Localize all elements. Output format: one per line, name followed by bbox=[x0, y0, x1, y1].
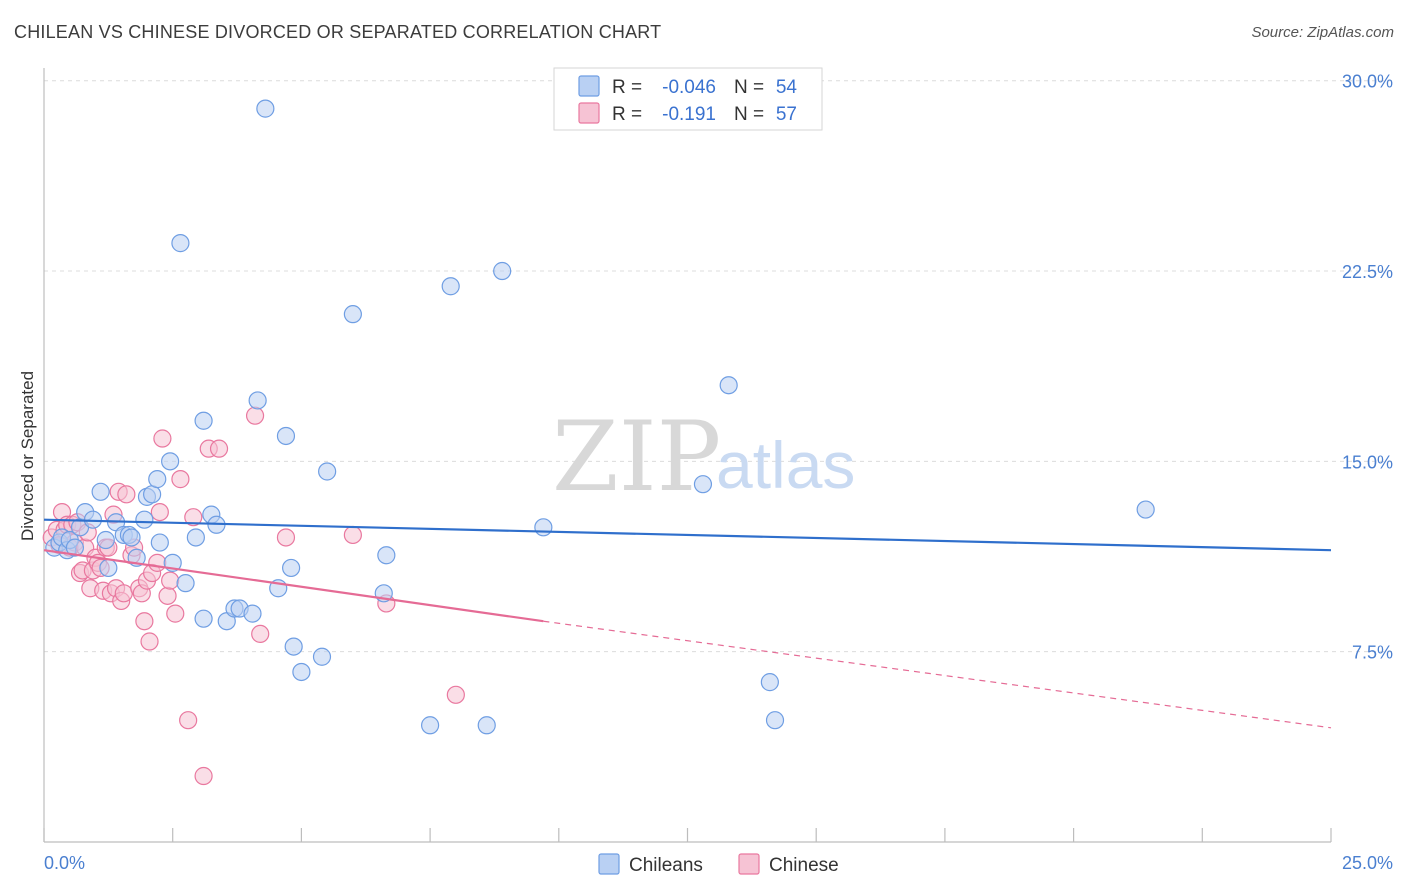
legend-n-value: 54 bbox=[776, 77, 798, 98]
chileans-point bbox=[99, 558, 118, 578]
chart-title: CHILEAN VS CHINESE DIVORCED OR SEPARATED… bbox=[14, 22, 662, 42]
stats-legend: R = -0.046 N = 54 R = -0.191 N = 57 bbox=[553, 67, 823, 131]
watermark-atlas: atlas bbox=[716, 428, 855, 502]
chileans-point bbox=[693, 475, 713, 494]
chinese-point bbox=[179, 711, 198, 730]
series-legend: Chileans Chinese bbox=[598, 853, 839, 876]
chileans-point bbox=[148, 470, 167, 489]
chileans-point bbox=[1136, 500, 1155, 519]
source-label: Source: ZipAtlas.com bbox=[1251, 24, 1394, 41]
legend-n-label: N = bbox=[734, 77, 764, 98]
chileans-point bbox=[284, 637, 303, 656]
chileans-point bbox=[312, 647, 332, 666]
chinese-point bbox=[251, 624, 270, 644]
legend-n-label: N = bbox=[734, 104, 764, 125]
chinese-point bbox=[140, 632, 159, 651]
chileans-point bbox=[760, 673, 779, 692]
y-tick-label: 22.5% bbox=[1342, 262, 1393, 282]
bottom-legend-label-chileans: Chileans bbox=[629, 855, 703, 876]
legend-r-label: R = bbox=[612, 77, 642, 98]
y-tick-label: 7.5% bbox=[1352, 643, 1393, 663]
chileans-point bbox=[534, 518, 553, 537]
chinese-point bbox=[446, 685, 465, 704]
chinese-point bbox=[194, 766, 213, 786]
chinese-point bbox=[171, 470, 190, 489]
chinese-point bbox=[184, 508, 203, 527]
watermark: ZIP atlas bbox=[552, 401, 855, 513]
chileans-point bbox=[194, 411, 213, 430]
watermark-zip: ZIP bbox=[552, 401, 721, 513]
chileans-point bbox=[243, 604, 262, 623]
chileans-point bbox=[421, 716, 440, 735]
legend-swatch-chinese bbox=[578, 102, 600, 124]
chinese-point bbox=[276, 528, 296, 547]
chileans-point bbox=[186, 528, 205, 547]
legend-r-value: -0.046 bbox=[662, 77, 716, 98]
chileans-point bbox=[765, 711, 785, 730]
chinese-point bbox=[135, 612, 154, 631]
chinese-trend-line bbox=[43, 549, 544, 623]
chinese-point bbox=[148, 553, 167, 572]
legend-r-value: -0.191 bbox=[662, 104, 716, 125]
y-axis-title: Divorced or Separated bbox=[18, 371, 37, 541]
chileans-point bbox=[477, 716, 496, 735]
chileans-point bbox=[161, 452, 180, 471]
chileans-points bbox=[45, 99, 1155, 735]
chileans-point bbox=[343, 305, 362, 324]
chileans-point bbox=[91, 482, 110, 501]
chinese-point bbox=[209, 439, 229, 458]
chinese-point bbox=[114, 584, 133, 603]
chileans-point bbox=[276, 426, 296, 446]
y-tick-labels: 7.5% 15.0% 22.5% 30.0% bbox=[1342, 72, 1393, 663]
x-tick-label-max: 25.0% bbox=[1342, 853, 1393, 873]
chinese-point bbox=[117, 485, 136, 504]
chileans-point bbox=[248, 391, 267, 410]
chinese-point bbox=[150, 502, 169, 522]
chileans-point bbox=[171, 234, 190, 253]
chileans-point bbox=[194, 609, 213, 628]
chinese-point bbox=[153, 429, 172, 448]
axes bbox=[43, 68, 1332, 843]
chileans-point bbox=[176, 574, 195, 593]
x-tick-label-min: 0.0% bbox=[44, 853, 85, 873]
chileans-point bbox=[441, 277, 460, 296]
chinese-point bbox=[161, 571, 180, 590]
chileans-point bbox=[719, 376, 738, 395]
chinese-trend-extension bbox=[543, 620, 1332, 729]
chileans-point bbox=[256, 99, 275, 118]
chileans-point bbox=[122, 528, 141, 547]
chileans-point bbox=[292, 662, 311, 682]
legend-r-label: R = bbox=[612, 104, 642, 125]
chileans-point bbox=[65, 538, 84, 557]
chinese-point bbox=[158, 586, 177, 605]
legend-n-value: 57 bbox=[776, 104, 797, 125]
chileans-point bbox=[143, 485, 162, 504]
chinese-point bbox=[245, 406, 265, 425]
y-tick-label: 15.0% bbox=[1342, 452, 1393, 472]
chileans-point bbox=[318, 462, 337, 481]
bottom-legend-swatch-chinese bbox=[738, 853, 760, 875]
chileans-point bbox=[150, 533, 169, 552]
chileans-point bbox=[96, 530, 115, 550]
chinese-points bbox=[42, 406, 465, 786]
legend-swatch-chileans bbox=[578, 75, 600, 97]
chinese-point bbox=[166, 604, 185, 623]
gridlines bbox=[44, 80, 1393, 653]
chileans-point bbox=[282, 558, 301, 578]
chileans-point bbox=[377, 546, 396, 565]
chinese-point bbox=[343, 525, 362, 545]
bottom-legend-label-chinese: Chinese bbox=[769, 855, 839, 876]
chileans-point bbox=[135, 510, 154, 529]
trend-lines bbox=[43, 518, 1332, 729]
bottom-legend-swatch-chileans bbox=[598, 853, 620, 875]
chileans-point bbox=[493, 261, 512, 281]
y-tick-label: 30.0% bbox=[1342, 72, 1393, 92]
chileans-trend-line bbox=[43, 518, 1332, 552]
